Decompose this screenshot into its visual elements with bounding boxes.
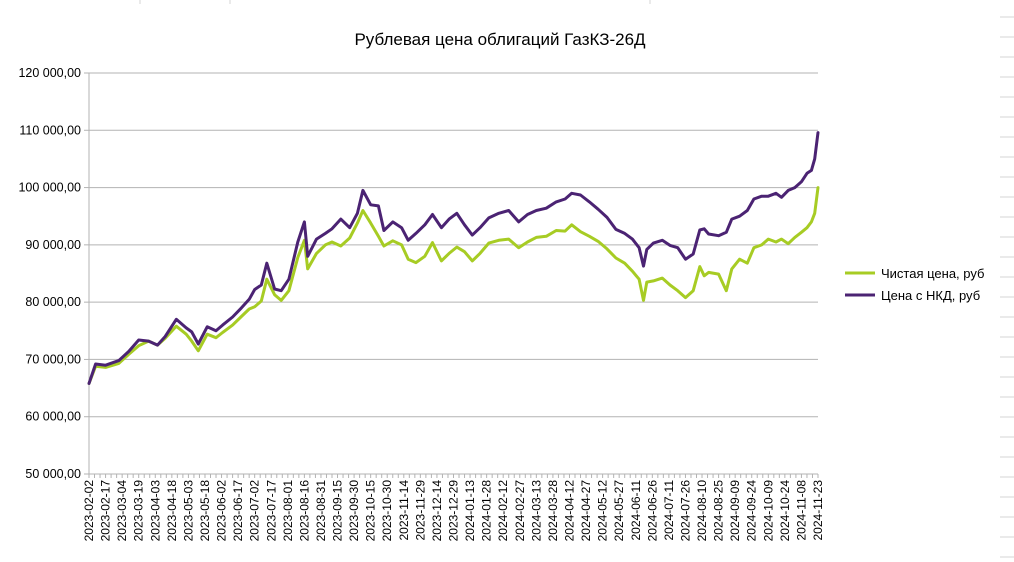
x-tick-label: 2023-08-01 bbox=[281, 480, 295, 542]
y-tick-label: 110 000,00 bbox=[19, 123, 81, 137]
x-tick-label: 2024-03-13 bbox=[529, 480, 543, 542]
x-tick-label: 2024-05-12 bbox=[596, 480, 610, 542]
x-tick-label: 2024-02-12 bbox=[496, 480, 510, 542]
y-tick-label: 100 000,00 bbox=[18, 181, 81, 195]
x-tick-label: 2024-01-28 bbox=[480, 480, 494, 542]
x-tick-label: 2023-03-04 bbox=[115, 480, 129, 542]
x-tick-label: 2024-06-26 bbox=[645, 480, 659, 542]
legend-label: Цена с НКД, руб bbox=[881, 288, 980, 303]
x-tick-label: 2023-12-14 bbox=[430, 480, 444, 542]
x-tick-label: 2023-08-16 bbox=[297, 480, 311, 542]
y-tick-label: 70 000,00 bbox=[25, 352, 81, 366]
x-tick-label: 2023-05-18 bbox=[198, 480, 212, 542]
legend: Чистая цена, руб Цена с НКД, руб bbox=[845, 266, 984, 303]
x-tick-label: 2024-08-10 bbox=[695, 480, 709, 542]
x-tick-label: 2023-10-15 bbox=[364, 480, 378, 542]
series-line-clean-price bbox=[87, 186, 820, 385]
y-tick-label: 60 000,00 bbox=[25, 410, 81, 424]
axes bbox=[84, 72, 819, 478]
x-tick-label: 2024-09-09 bbox=[728, 480, 742, 542]
x-tick-label: 2024-04-12 bbox=[562, 480, 576, 542]
x-tick-label: 2023-03-19 bbox=[132, 480, 146, 542]
y-tick-label: 50 000,00 bbox=[25, 467, 81, 481]
x-tick-label: 2024-09-24 bbox=[745, 480, 759, 542]
x-tick-label: 2024-07-26 bbox=[678, 480, 692, 542]
x-tick-label: 2024-04-27 bbox=[579, 480, 593, 542]
x-tick-label: 2023-05-03 bbox=[181, 480, 195, 542]
x-tick-label: 2023-11-14 bbox=[397, 480, 411, 541]
x-tick-label: 2024-03-28 bbox=[546, 480, 560, 542]
y-tick-label: 90 000,00 bbox=[25, 238, 81, 252]
x-tick-label: 2023-11-29 bbox=[413, 480, 427, 541]
y-axis-tick-labels: 50 000,00 60 000,00 70 000,00 80 000,00 90 0… bbox=[18, 66, 81, 481]
x-tick-label: 2023-06-02 bbox=[215, 480, 229, 542]
x-axis-tick-labels: 2023-02-02 2023-02-17 2023-03-04 2023-03-19… bbox=[82, 480, 825, 542]
x-tick-label: 2023-04-18 bbox=[165, 480, 179, 542]
y-tick-label: 80 000,00 bbox=[25, 295, 81, 309]
x-tick-label: 2023-02-02 bbox=[82, 480, 96, 542]
x-tick-label: 2024-08-25 bbox=[712, 480, 726, 542]
x-tick-label: 2023-08-31 bbox=[314, 480, 328, 542]
x-tick-label: 2023-09-15 bbox=[331, 480, 345, 542]
x-tick-label: 2023-09-30 bbox=[347, 480, 361, 542]
x-tick-label: 2024-10-24 bbox=[778, 480, 792, 542]
x-tick-label: 2024-02-27 bbox=[513, 480, 527, 542]
series-line-dirty-price bbox=[87, 131, 820, 385]
chart-title: Рублевая цена облигаций ГазКЗ-26Д bbox=[354, 30, 646, 49]
x-tick-label: 2024-06-11 bbox=[629, 480, 643, 541]
x-tick-label: 2023-12-29 bbox=[447, 480, 461, 542]
x-tick-label: 2024-10-09 bbox=[761, 480, 775, 542]
series-lines bbox=[87, 131, 820, 385]
gridlines bbox=[89, 72, 818, 475]
legend-label: Чистая цена, руб bbox=[881, 266, 984, 281]
x-tick-label: 2023-07-02 bbox=[248, 480, 262, 542]
x-tick-label: 2024-05-27 bbox=[612, 480, 626, 542]
x-tick-label: 2024-11-08 bbox=[794, 480, 808, 541]
x-tick-label: 2023-04-03 bbox=[148, 480, 162, 542]
x-tick-label: 2023-10-30 bbox=[380, 480, 394, 542]
x-tick-label: 2023-07-17 bbox=[264, 480, 278, 542]
x-tick-label: 2024-07-11 bbox=[662, 480, 676, 541]
x-tick-label: 2024-11-23 bbox=[811, 480, 825, 541]
y-tick-label: 120 000,00 bbox=[18, 66, 81, 80]
x-tick-label: 2023-02-17 bbox=[99, 480, 113, 542]
x-tick-label: 2024-01-13 bbox=[463, 480, 477, 542]
x-tick-label: 2023-06-17 bbox=[231, 480, 245, 542]
